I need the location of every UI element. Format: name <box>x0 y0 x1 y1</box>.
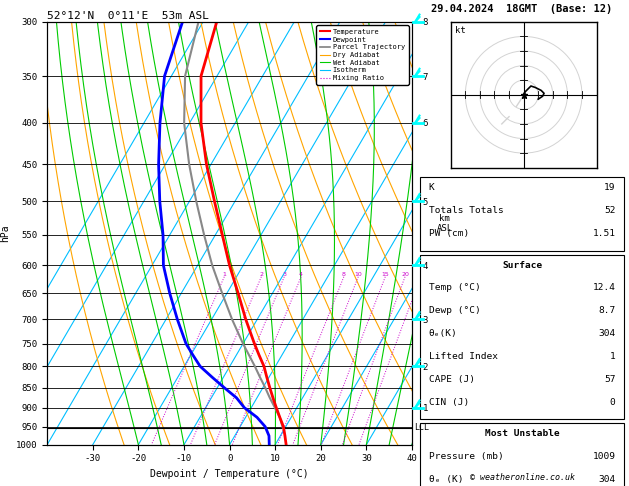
Text: 1009: 1009 <box>593 452 615 461</box>
Bar <box>420 423 624 486</box>
Text: Dewp (°C): Dewp (°C) <box>429 306 481 315</box>
Text: Lifted Index: Lifted Index <box>429 352 498 361</box>
Text: Totals Totals: Totals Totals <box>429 206 503 215</box>
Text: 2: 2 <box>259 272 264 277</box>
Text: 19: 19 <box>604 183 615 192</box>
Text: 1: 1 <box>222 272 226 277</box>
Text: © weatheronline.co.uk: © weatheronline.co.uk <box>470 473 574 482</box>
Text: 10: 10 <box>354 272 362 277</box>
Legend: Temperature, Dewpoint, Parcel Trajectory, Dry Adiabat, Wet Adiabat, Isotherm, Mi: Temperature, Dewpoint, Parcel Trajectory… <box>316 25 408 85</box>
Text: 3: 3 <box>282 272 286 277</box>
Text: K: K <box>429 183 435 192</box>
Text: 12.4: 12.4 <box>593 283 615 293</box>
Text: 8: 8 <box>342 272 346 277</box>
Text: θₑ(K): θₑ(K) <box>429 329 457 338</box>
Text: 20: 20 <box>401 272 409 277</box>
Text: LCL: LCL <box>414 423 429 432</box>
Y-axis label: km
ASL: km ASL <box>437 214 452 233</box>
Text: CAPE (J): CAPE (J) <box>429 375 475 384</box>
Text: kt: kt <box>455 26 466 35</box>
Text: 304: 304 <box>598 475 615 484</box>
X-axis label: Dewpoint / Temperature (°C): Dewpoint / Temperature (°C) <box>150 469 309 479</box>
Text: 15: 15 <box>381 272 389 277</box>
Text: 0: 0 <box>610 398 615 407</box>
Y-axis label: hPa: hPa <box>1 225 11 242</box>
Text: 4: 4 <box>299 272 303 277</box>
Text: CIN (J): CIN (J) <box>429 398 469 407</box>
Text: Most Unstable: Most Unstable <box>485 429 559 438</box>
Bar <box>420 255 624 419</box>
Text: 52: 52 <box>604 206 615 215</box>
Text: 29.04.2024  18GMT  (Base: 12): 29.04.2024 18GMT (Base: 12) <box>431 4 613 14</box>
Text: 304: 304 <box>598 329 615 338</box>
Text: θₑ (K): θₑ (K) <box>429 475 463 484</box>
Text: Temp (°C): Temp (°C) <box>429 283 481 293</box>
Text: Surface: Surface <box>502 260 542 270</box>
Text: Pressure (mb): Pressure (mb) <box>429 452 503 461</box>
Bar <box>420 177 624 251</box>
Text: PW (cm): PW (cm) <box>429 229 469 238</box>
Text: 8.7: 8.7 <box>598 306 615 315</box>
Text: 1: 1 <box>610 352 615 361</box>
Text: 1.51: 1.51 <box>593 229 615 238</box>
Text: 57: 57 <box>604 375 615 384</box>
Text: 52°12'N  0°11'E  53m ASL: 52°12'N 0°11'E 53m ASL <box>47 11 209 21</box>
